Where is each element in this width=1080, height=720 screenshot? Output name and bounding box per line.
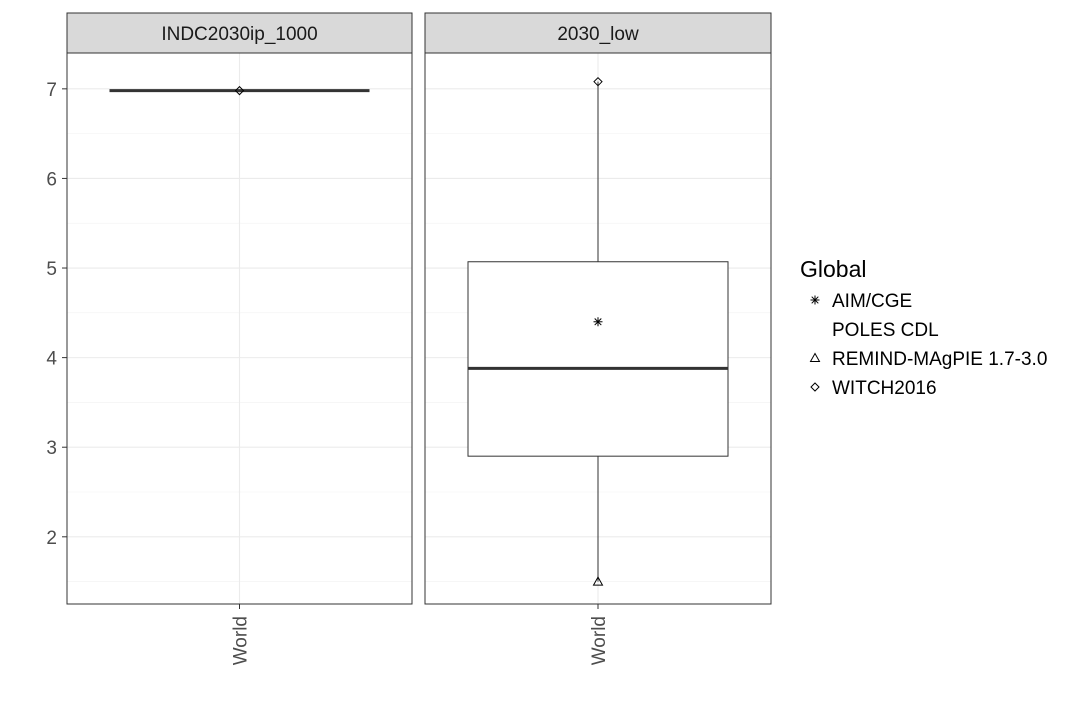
x-tick-label: World <box>589 616 610 665</box>
facet-panel: INDC2030ip_1000 World <box>66 12 413 665</box>
legend-item: POLES CDL <box>832 320 939 341</box>
diamond-shape <box>810 382 820 392</box>
model-point <box>593 76 603 87</box>
asterisk-stroke <box>594 318 602 326</box>
legend-label: AIM/CGE <box>832 291 912 312</box>
triangle-shape <box>592 576 604 586</box>
legend-key <box>810 295 820 305</box>
box-body <box>467 261 729 457</box>
facet-strip <box>66 12 413 54</box>
model-point <box>234 85 245 96</box>
model-point <box>592 576 604 586</box>
legend-label: WITCH2016 <box>832 378 937 399</box>
y-tick-label: 5 <box>46 259 57 280</box>
legend-label: REMIND-MAgPIE 1.7-3.0 <box>832 349 1047 370</box>
legend-label: POLES CDL <box>832 320 939 341</box>
facet-title: INDC2030ip_1000 <box>161 24 317 45</box>
legend-key <box>810 382 820 392</box>
legend-title: Global <box>800 256 866 282</box>
x-tick-label: World <box>231 616 252 665</box>
asterisk-stroke <box>811 296 819 304</box>
model-point <box>593 317 603 327</box>
diamond-shape <box>234 85 245 96</box>
legend-item: AIM/CGE <box>810 291 912 312</box>
legend-key <box>809 352 821 362</box>
y-tick-label: 6 <box>46 169 57 190</box>
y-tick-label: 4 <box>46 349 57 370</box>
triangle-shape <box>809 352 821 362</box>
legend: Global AIM/CGE POLES CDL REMIND-MAgPIE 1.7-… <box>800 256 1047 399</box>
facet-title: 2030_low <box>557 24 639 45</box>
y-tick-label: 2 <box>46 528 57 549</box>
legend-item: WITCH2016 <box>810 378 937 399</box>
diamond-shape <box>593 76 603 87</box>
y-tick-label: 7 <box>46 80 57 101</box>
legend-item: REMIND-MAgPIE 1.7-3.0 <box>809 349 1047 370</box>
facet-panel: 2030_low World <box>424 12 772 665</box>
y-tick-label: 3 <box>46 438 57 459</box>
